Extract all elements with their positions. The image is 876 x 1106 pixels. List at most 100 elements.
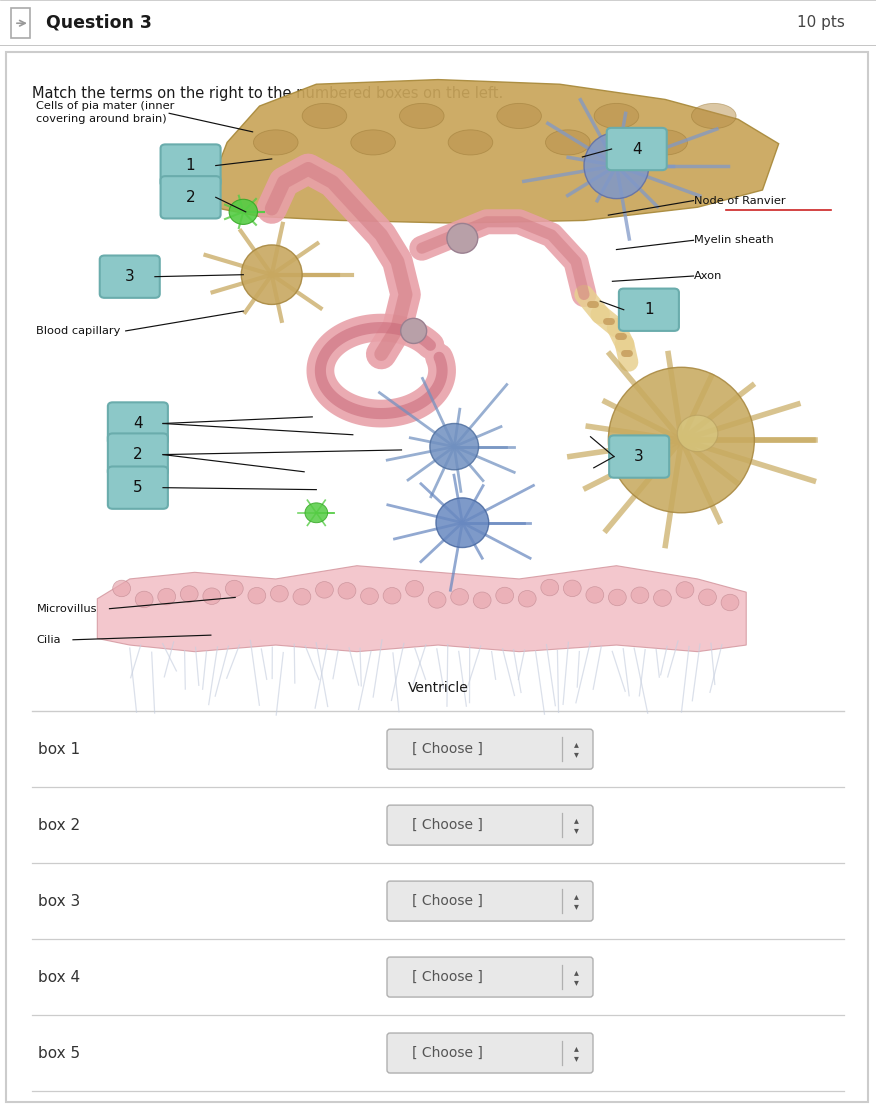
FancyBboxPatch shape	[108, 467, 168, 509]
Ellipse shape	[519, 589, 536, 606]
Ellipse shape	[399, 103, 444, 128]
Ellipse shape	[315, 582, 334, 598]
Text: ▾: ▾	[574, 825, 578, 835]
FancyBboxPatch shape	[160, 176, 221, 219]
Text: 3: 3	[125, 269, 135, 284]
Ellipse shape	[361, 584, 378, 601]
Ellipse shape	[293, 594, 311, 611]
Text: box 1: box 1	[38, 742, 80, 757]
Text: 4: 4	[133, 416, 143, 431]
FancyBboxPatch shape	[387, 805, 593, 845]
Text: Node of Ranvier: Node of Ranvier	[694, 196, 785, 206]
Ellipse shape	[609, 581, 626, 597]
Ellipse shape	[563, 595, 581, 612]
Text: Ventricle: Ventricle	[407, 681, 469, 695]
Ellipse shape	[248, 587, 265, 604]
Ellipse shape	[586, 580, 604, 596]
FancyBboxPatch shape	[387, 881, 593, 921]
Text: Cells of pia mater (inner
covering around brain): Cells of pia mater (inner covering aroun…	[37, 102, 175, 124]
Ellipse shape	[383, 587, 401, 604]
Ellipse shape	[406, 591, 423, 607]
Text: 2: 2	[186, 190, 195, 205]
Text: box 3: box 3	[38, 894, 81, 909]
FancyBboxPatch shape	[160, 145, 221, 187]
Ellipse shape	[449, 129, 493, 155]
Text: Axon: Axon	[694, 271, 722, 281]
Text: ▴: ▴	[574, 1043, 578, 1053]
Ellipse shape	[631, 594, 649, 609]
Ellipse shape	[594, 103, 639, 128]
Text: Match the terms on the right to the numbered boxes on the left.: Match the terms on the right to the numb…	[32, 86, 503, 102]
Ellipse shape	[350, 129, 395, 155]
Text: box 5: box 5	[38, 1045, 80, 1061]
FancyBboxPatch shape	[387, 729, 593, 769]
Text: Question 3: Question 3	[46, 13, 152, 31]
FancyBboxPatch shape	[108, 403, 168, 445]
Text: Blood capillary: Blood capillary	[37, 326, 121, 336]
Text: 1: 1	[644, 302, 653, 317]
Ellipse shape	[497, 103, 541, 128]
Text: Microvillus: Microvillus	[37, 604, 97, 614]
Text: ▴: ▴	[574, 891, 578, 901]
Ellipse shape	[653, 589, 671, 606]
Text: [ Choose ]: [ Choose ]	[412, 894, 483, 908]
FancyBboxPatch shape	[387, 1033, 593, 1073]
Ellipse shape	[447, 223, 477, 253]
Ellipse shape	[180, 585, 198, 602]
Ellipse shape	[540, 584, 559, 601]
Bar	[11, 9, 30, 38]
Text: Cilia: Cilia	[37, 635, 61, 645]
Ellipse shape	[338, 593, 356, 609]
Ellipse shape	[473, 586, 491, 603]
Text: ▾: ▾	[574, 749, 578, 759]
Ellipse shape	[241, 244, 302, 304]
Ellipse shape	[546, 129, 590, 155]
Text: ▾: ▾	[574, 1053, 578, 1063]
Ellipse shape	[230, 199, 258, 225]
Text: ▾: ▾	[574, 901, 578, 911]
Ellipse shape	[135, 592, 153, 608]
Ellipse shape	[677, 415, 717, 451]
Text: 1: 1	[186, 158, 195, 173]
Ellipse shape	[203, 588, 221, 605]
Text: Myelin sheath: Myelin sheath	[694, 236, 774, 246]
Ellipse shape	[302, 103, 347, 128]
Ellipse shape	[451, 581, 469, 597]
Text: [ Choose ]: [ Choose ]	[412, 1046, 483, 1060]
Polygon shape	[97, 565, 746, 651]
Text: 5: 5	[133, 480, 143, 495]
Text: [ Choose ]: [ Choose ]	[412, 742, 483, 757]
Ellipse shape	[158, 586, 175, 603]
Polygon shape	[202, 80, 779, 223]
Ellipse shape	[698, 591, 717, 607]
Text: box 4: box 4	[38, 970, 80, 984]
Ellipse shape	[676, 587, 694, 603]
Ellipse shape	[113, 582, 131, 598]
Ellipse shape	[584, 133, 649, 199]
Ellipse shape	[428, 581, 446, 597]
Text: box 2: box 2	[38, 817, 80, 833]
Text: 4: 4	[632, 142, 641, 157]
FancyBboxPatch shape	[108, 434, 168, 476]
Text: ▴: ▴	[574, 967, 578, 977]
Ellipse shape	[721, 587, 739, 604]
Ellipse shape	[400, 319, 427, 344]
Ellipse shape	[608, 367, 754, 513]
Ellipse shape	[271, 593, 288, 609]
Text: ▴: ▴	[574, 739, 578, 749]
Text: 2: 2	[133, 447, 143, 462]
Text: ▾: ▾	[574, 977, 578, 987]
Text: 3: 3	[634, 449, 644, 465]
Ellipse shape	[496, 582, 513, 598]
FancyBboxPatch shape	[387, 957, 593, 997]
Ellipse shape	[643, 129, 688, 155]
Ellipse shape	[430, 424, 478, 470]
FancyBboxPatch shape	[609, 436, 669, 478]
Text: [ Choose ]: [ Choose ]	[412, 970, 483, 984]
FancyBboxPatch shape	[100, 255, 159, 298]
Text: 10 pts: 10 pts	[797, 14, 845, 30]
Ellipse shape	[305, 503, 328, 523]
Ellipse shape	[253, 129, 298, 155]
Ellipse shape	[436, 498, 489, 547]
Ellipse shape	[691, 103, 736, 128]
